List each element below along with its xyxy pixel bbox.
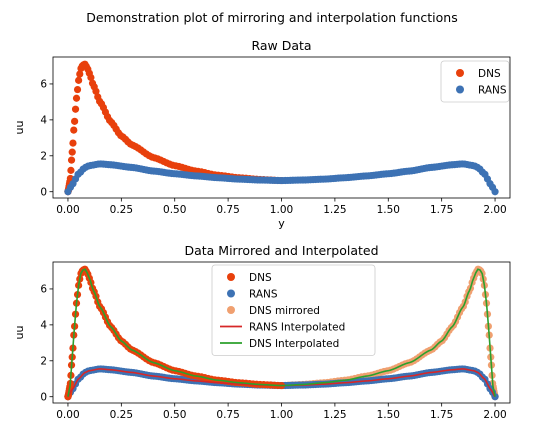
y-tick-label: 4 bbox=[40, 320, 47, 332]
mirrored-interpolated-panel: Data Mirrored and Interpolated 0.00 0.25 0.… bbox=[13, 243, 511, 421]
dns-point bbox=[72, 94, 81, 102]
dns-point bbox=[70, 126, 78, 134]
legend-marker-dns bbox=[227, 273, 235, 281]
rans-series bbox=[64, 160, 499, 196]
x-tick-label: 1.25 bbox=[323, 204, 346, 216]
y-tick-label: 4 bbox=[40, 115, 47, 127]
y-tick-label: 6 bbox=[40, 79, 47, 91]
x-tick-label: 0.75 bbox=[216, 409, 239, 421]
dns-point bbox=[71, 117, 79, 125]
dns-point bbox=[67, 166, 75, 174]
x-tick-label: 0.25 bbox=[110, 204, 133, 216]
legend-marker-rans bbox=[456, 85, 464, 94]
x-tick-label: 1.50 bbox=[377, 204, 400, 216]
legend-entry-dns: DNS bbox=[478, 68, 501, 80]
x-tick-label: 2.00 bbox=[483, 409, 506, 421]
legend-entry-dns-interpolated: DNS Interpolated bbox=[249, 338, 339, 350]
x-tick-label: 1.75 bbox=[430, 409, 453, 421]
legend-entry-rans: RANS bbox=[478, 85, 507, 97]
dns-point bbox=[76, 70, 84, 78]
panel-title: Data Mirrored and Interpolated bbox=[184, 243, 378, 258]
legend-entry-rans-interpolated: RANS Interpolated bbox=[249, 322, 345, 334]
dns-point bbox=[75, 76, 83, 84]
y-tick-label: 6 bbox=[40, 284, 47, 296]
legend: DNS RANS DNS mirrored RANS Interpolated DNS … bbox=[211, 264, 376, 356]
y-tick-label: 0 bbox=[40, 392, 47, 404]
y-axis-label: uu bbox=[13, 326, 26, 340]
x-tick-label: 1.75 bbox=[430, 204, 453, 216]
x-tick-label: 1.00 bbox=[270, 204, 293, 216]
raw-data-panel: Raw Data 0.00 0.25 0.50 0.75 1.00 1.25 1.50 1.75… bbox=[13, 38, 511, 230]
figure-suptitle: Demonstration plot of mirroring and inte… bbox=[86, 10, 458, 25]
dns-interpolated-line bbox=[67, 268, 496, 397]
rans-point bbox=[491, 188, 499, 196]
dns-point bbox=[87, 73, 95, 82]
plot-area bbox=[64, 60, 499, 196]
y-tick-label: 0 bbox=[40, 187, 47, 199]
x-axis-label: y bbox=[278, 217, 285, 230]
y-tick-label: 2 bbox=[40, 356, 47, 368]
legend-entry-rans: RANS bbox=[249, 289, 278, 301]
legend-entry-dns-mirrored: DNS mirrored bbox=[249, 305, 320, 317]
x-tick-label: 1.00 bbox=[270, 409, 293, 421]
x-tick-label: 0.25 bbox=[110, 409, 133, 421]
x-tick-label: 1.25 bbox=[323, 409, 346, 421]
dns-point bbox=[67, 156, 76, 164]
legend-marker-dns bbox=[456, 69, 464, 77]
dns-point bbox=[92, 87, 100, 95]
panel-title: Raw Data bbox=[251, 38, 311, 53]
dns-point bbox=[73, 85, 82, 94]
legend-marker-rans bbox=[227, 289, 235, 298]
x-tick-label: 0.75 bbox=[216, 204, 239, 216]
x-tick-label: 0.50 bbox=[163, 409, 186, 421]
legend-box bbox=[211, 264, 376, 356]
y-tick-label: 2 bbox=[40, 151, 47, 163]
legend-entry-dns: DNS bbox=[249, 272, 272, 284]
x-tick-label: 1.50 bbox=[377, 409, 400, 421]
x-tick-label: 2.00 bbox=[483, 204, 506, 216]
x-tick-label: 0.50 bbox=[163, 204, 186, 216]
dns-point bbox=[69, 139, 77, 147]
plot-area bbox=[64, 265, 499, 401]
legend: DNS RANS bbox=[440, 60, 510, 103]
legend-marker-dns-mirrored bbox=[227, 306, 235, 314]
dns-point bbox=[71, 105, 80, 113]
x-tick-label: 0.00 bbox=[56, 409, 79, 421]
x-tick-label: 0.00 bbox=[56, 204, 79, 216]
y-axis-label: uu bbox=[13, 121, 26, 135]
dns-point bbox=[68, 148, 76, 156]
